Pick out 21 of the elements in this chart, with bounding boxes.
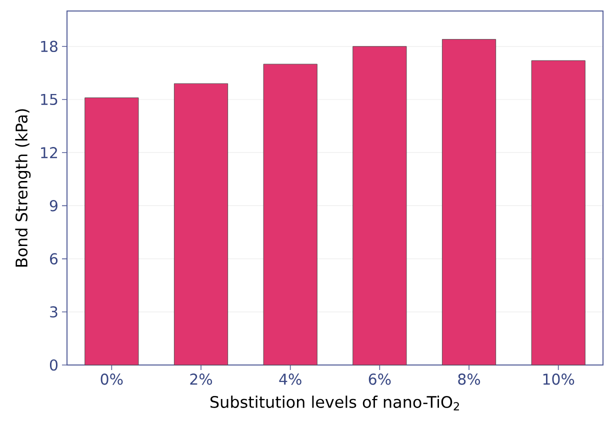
x-tick-label: 10% — [543, 374, 574, 385]
bar — [531, 60, 586, 366]
y-tick-label: 3 — [50, 306, 58, 318]
x-tick-label: 8% — [458, 374, 480, 385]
y-axis-title: Bond Strength (kPa) — [15, 109, 31, 267]
y-tick-label: 9 — [50, 200, 58, 212]
y-tick-label: 0 — [50, 359, 58, 371]
x-axis-title: Substitution levels of nano-TiO$_{2}$ — [210, 396, 459, 410]
y-tick-label: 12 — [41, 147, 57, 158]
bar — [84, 97, 139, 366]
x-tick-label: 0% — [100, 374, 123, 385]
bar — [263, 64, 318, 366]
bar — [174, 83, 228, 366]
x-tick-label: 2% — [190, 374, 212, 385]
x-tick-label: 4% — [279, 374, 302, 385]
y-tick-label: 6 — [50, 253, 58, 264]
y-tick-label: 18 — [41, 40, 58, 52]
bar — [352, 46, 407, 366]
y-tick-label: 15 — [41, 94, 58, 106]
bar — [442, 39, 496, 366]
x-tick-label: 6% — [368, 374, 391, 385]
